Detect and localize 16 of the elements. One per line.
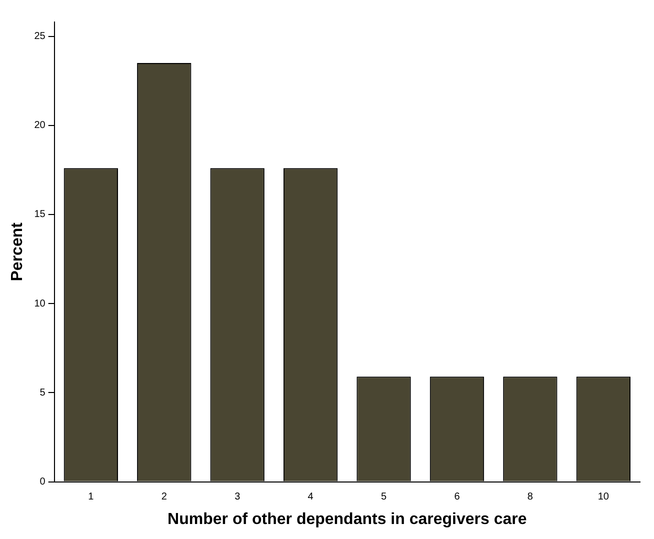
x-tick-label: 6 [454, 492, 460, 503]
y-tick-label: 25 [34, 31, 46, 42]
y-tick-label: 0 [40, 476, 46, 488]
x-tick-label: 1 [88, 492, 94, 503]
y-axis-title: Percent [9, 222, 26, 282]
x-axis-title: Number of other dependants in caregivers care [168, 510, 527, 528]
x-tick-label: 4 [308, 492, 314, 503]
x-tick-label: 8 [527, 492, 534, 503]
x-tick-label: 5 [380, 492, 387, 503]
y-tick-label: 15 [34, 209, 46, 220]
y-tick-label: 20 [34, 120, 46, 132]
x-tick-label: 10 [598, 492, 610, 503]
x-tick-label: 2 [161, 492, 168, 503]
y-tick-label: 5 [40, 387, 46, 398]
y-tick-label: 10 [34, 298, 46, 310]
x-tick-label: 3 [234, 492, 241, 503]
